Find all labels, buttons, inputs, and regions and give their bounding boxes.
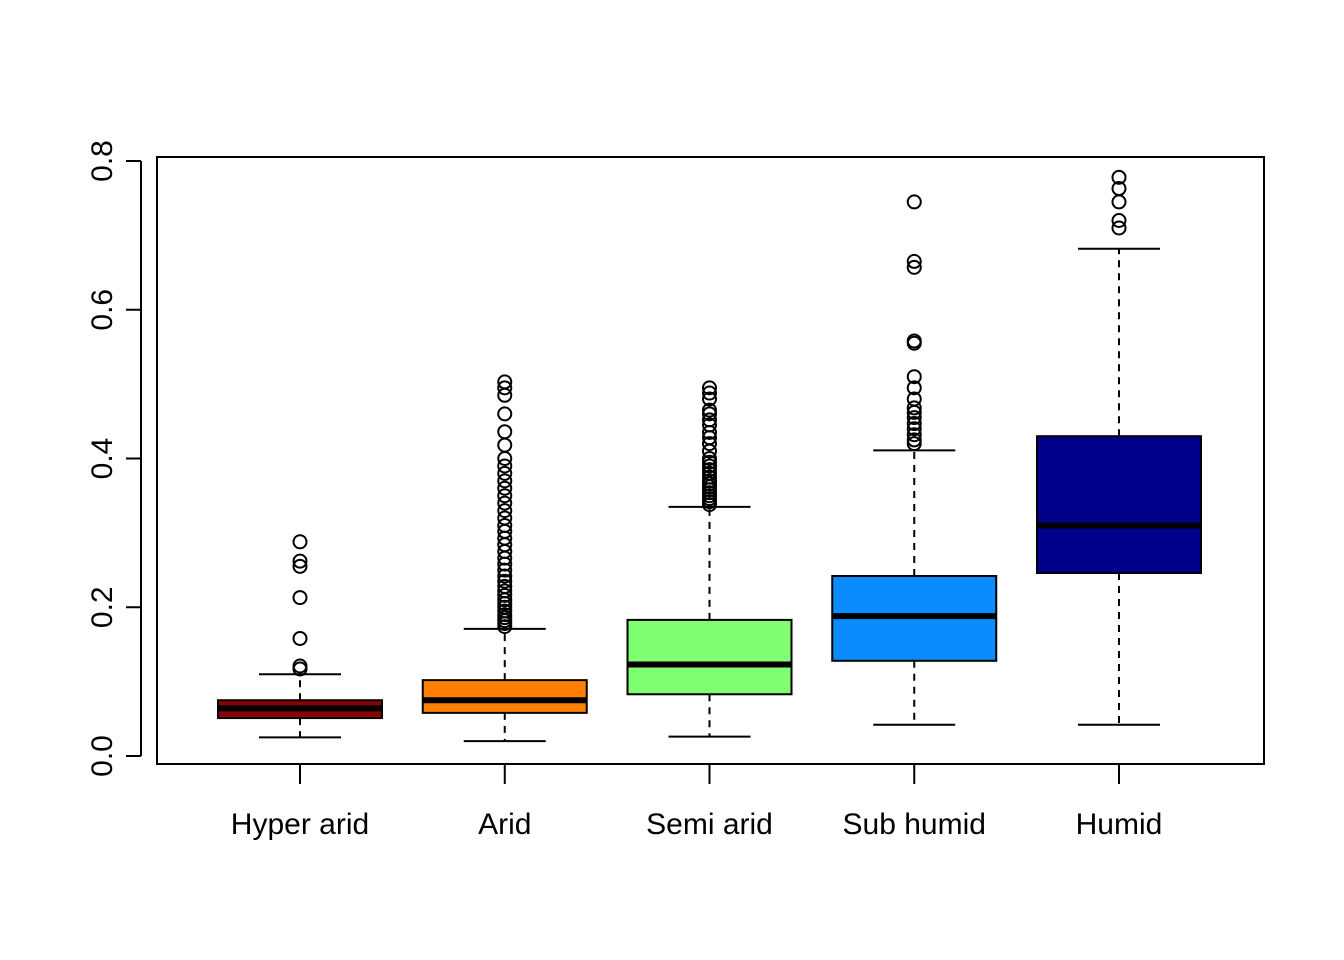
x-axis: Hyper arid Arid Semi arid Sub humid Humid <box>231 764 1163 841</box>
x-tick-label: Semi arid <box>646 808 773 841</box>
outlier-point <box>702 412 717 428</box>
box-arid <box>421 374 588 743</box>
y-axis: 0.0 0.2 0.4 0.6 0.8 <box>86 140 142 777</box>
outlier-point <box>1111 213 1127 228</box>
outlier-point <box>292 630 308 646</box>
outlier-point <box>292 553 308 569</box>
box-body <box>421 679 588 714</box>
outlier-point <box>497 488 513 504</box>
outlier-point <box>1111 181 1127 197</box>
box-humid <box>1036 169 1202 726</box>
y-tick-label: 0.2 <box>86 586 119 628</box>
outlier-point <box>292 558 308 574</box>
box-sub-humid <box>831 194 998 726</box>
y-tick-label: 0.0 <box>86 735 119 777</box>
outlier-point <box>702 436 717 452</box>
outlier-point <box>702 385 717 401</box>
outlier-point <box>497 465 513 481</box>
outlier-point <box>906 259 922 275</box>
outlier-point <box>906 400 922 416</box>
outlier-point <box>702 402 717 418</box>
outlier-point <box>497 406 513 422</box>
outlier-point <box>497 568 513 584</box>
outlier-point <box>702 451 717 466</box>
outlier-point <box>497 473 513 489</box>
outlier-point <box>906 416 922 432</box>
outlier-point <box>702 391 717 407</box>
x-tick-label: Sub humid <box>843 808 986 841</box>
outlier-point <box>292 534 308 550</box>
outlier-point <box>497 573 513 589</box>
outlier-point <box>497 578 513 594</box>
outlier-point <box>906 194 922 210</box>
outlier-point <box>497 587 513 603</box>
outlier-point <box>497 503 513 519</box>
outlier-point <box>906 380 922 396</box>
outlier-point <box>906 391 922 407</box>
outlier-point <box>497 562 513 578</box>
outlier-point <box>1111 220 1127 236</box>
plot-frame <box>156 156 1265 765</box>
outlier-point <box>497 374 513 390</box>
y-tick-label: 0.6 <box>86 289 119 331</box>
box-body <box>626 618 793 696</box>
outlier-point <box>906 253 922 269</box>
outlier-point <box>497 510 513 526</box>
outlier-point <box>1111 169 1127 185</box>
outlier-point <box>497 480 513 496</box>
outlier-point <box>497 380 513 396</box>
box-group <box>217 169 1202 743</box>
outlier-point <box>906 427 922 443</box>
x-tick-label: Arid <box>478 808 531 841</box>
x-tick-label: Humid <box>1076 808 1163 841</box>
outlier-point <box>497 517 513 533</box>
outlier-point <box>497 583 513 599</box>
outlier-point <box>702 380 717 396</box>
x-tick-label: Hyper arid <box>231 808 369 841</box>
outlier-point <box>497 458 513 474</box>
box-hyper-arid <box>217 534 383 739</box>
outlier-point <box>906 410 922 426</box>
outlier-point <box>497 495 513 511</box>
y-tick-label: 0.8 <box>86 140 119 182</box>
outlier-point <box>702 417 717 433</box>
outlier-point <box>292 590 308 606</box>
outlier-point <box>497 424 513 440</box>
box-semi-arid <box>626 380 793 738</box>
box-body <box>1036 435 1202 575</box>
outlier-point <box>906 369 922 385</box>
outlier-point <box>906 432 922 448</box>
outlier-point <box>292 658 308 674</box>
outlier-point <box>906 421 922 437</box>
y-tick-label: 0.4 <box>86 438 119 480</box>
outlier-point <box>906 333 922 349</box>
